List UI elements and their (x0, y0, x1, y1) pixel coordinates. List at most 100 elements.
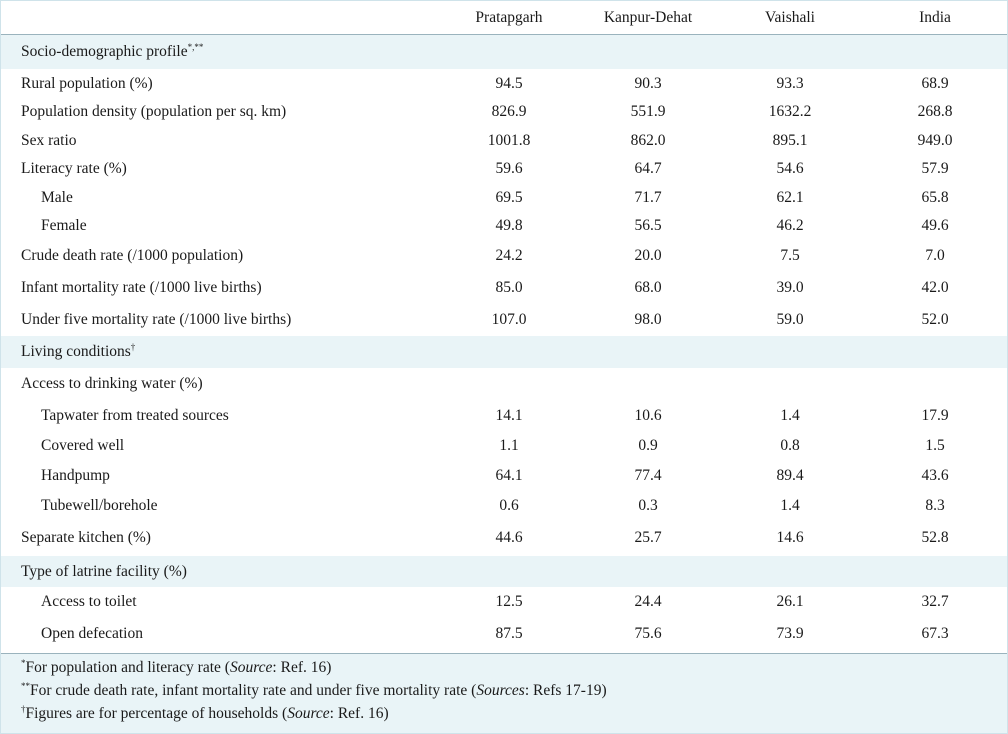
cell-value: 49.6 (921, 217, 949, 234)
cell-value: 87.5 (495, 625, 523, 642)
table-row: Male 69.5 71.7 62.1 65.8 (1, 183, 1007, 212)
cell-value: 52.8 (921, 529, 949, 546)
section-title: Living conditions† (1, 336, 1007, 368)
section-title: Socio-demographic profile*,** (1, 35, 1007, 69)
cell-value: 1.5 (925, 437, 945, 454)
cell-value: 1632.2 (768, 103, 812, 120)
cell-value: 57.9 (921, 160, 949, 177)
cell-value: 1.1 (499, 437, 519, 454)
cell-value: 62.1 (776, 188, 804, 206)
cell-value: 551.9 (630, 103, 666, 120)
cell-value: 107.0 (491, 311, 527, 328)
column-header-vaishali: Vaishali (765, 8, 815, 26)
cell-value: 24.4 (634, 593, 662, 610)
cell-value: 59.0 (776, 311, 804, 328)
row-label: Handpump (41, 467, 110, 484)
cell-value: 68.9 (921, 74, 949, 92)
cell-value: 895.1 (772, 131, 808, 149)
table-row: Access to drinking water (%) (1, 368, 1007, 400)
cell-value: 54.6 (776, 160, 804, 177)
cell-value: 75.6 (634, 625, 662, 642)
cell-value: 52.0 (921, 311, 949, 328)
section-row-socio: Socio-demographic profile*,** (1, 35, 1007, 69)
cell-value: 826.9 (491, 103, 527, 120)
cell-value: 14.6 (776, 529, 804, 546)
cell-value: 89.4 (776, 467, 804, 484)
cell-value: 862.0 (630, 131, 666, 149)
table-row: Tapwater from treated sources 14.1 10.6 … (1, 400, 1007, 432)
cell-value: 25.7 (634, 529, 662, 546)
row-label: Female (41, 217, 87, 234)
cell-value: 1001.8 (487, 131, 531, 149)
row-label: Covered well (41, 437, 125, 454)
cell-value: 56.5 (634, 217, 662, 234)
cell-value: 94.5 (495, 74, 523, 92)
table-row: Rural population (%) 94.5 90.3 93.3 68.9 (1, 69, 1007, 98)
row-label: Separate kitchen (%) (21, 529, 151, 546)
row-label: Tapwater from treated sources (41, 407, 229, 424)
row-label: Open defecation (41, 625, 143, 642)
cell-value: 10.6 (634, 407, 662, 424)
cell-value: 59.6 (495, 160, 523, 177)
footnote: **For crude death rate, infant mortality… (21, 681, 607, 700)
cell-value: 98.0 (634, 311, 662, 328)
table-row: Covered well 1.1 0.9 0.8 1.5 (1, 432, 1007, 460)
cell-value: 7.5 (780, 247, 800, 264)
table-row: Female 49.8 56.5 46.2 49.6 (1, 212, 1007, 240)
row-label: Tubewell/borehole (41, 497, 158, 514)
cell-value: 71.7 (634, 188, 662, 206)
row-label: Access to toilet (41, 593, 137, 610)
cell-value: 39.0 (776, 279, 804, 296)
cell-value: 49.8 (495, 217, 523, 234)
row-label: Literacy rate (%) (21, 160, 127, 177)
footnote: †Figures are for percentage of household… (21, 704, 389, 723)
table-row: Crude death rate (/1000 population) 24.2… (1, 240, 1007, 272)
data-table: Pratapgarh Kanpur-Dehat Vaishali India S… (1, 1, 1007, 651)
table-row: Population density (population per sq. k… (1, 98, 1007, 126)
table-row: Separate kitchen (%) 44.6 25.7 14.6 52.8 (1, 520, 1007, 556)
row-label: Sex ratio (21, 131, 77, 149)
cell-value: 73.9 (776, 625, 804, 642)
cell-value: 14.1 (495, 407, 523, 424)
row-label: Access to drinking water (%) (21, 375, 203, 392)
cell-value: 0.6 (499, 497, 519, 514)
cell-value: 268.8 (917, 103, 953, 120)
table-row: Literacy rate (%) 59.6 64.7 54.6 57.9 (1, 155, 1007, 183)
cell-value: 24.2 (495, 247, 523, 264)
cell-value: 90.3 (634, 74, 662, 92)
cell-value: 12.5 (495, 593, 523, 610)
cell-value: 949.0 (917, 131, 953, 149)
section-row-living: Living conditions† (1, 336, 1007, 368)
row-label: Population density (population per sq. k… (21, 103, 287, 120)
cell-value: 1.4 (780, 407, 800, 424)
cell-value: 26.1 (776, 593, 804, 610)
footnotes: *For population and literacy rate (Sourc… (1, 653, 1007, 733)
table-row: Sex ratio 1001.8 862.0 895.1 949.0 (1, 126, 1007, 155)
header-divider (1, 34, 1007, 35)
table-row: Infant mortality rate (/1000 live births… (1, 272, 1007, 304)
cell-value: 64.1 (495, 467, 523, 484)
cell-value: 44.6 (495, 529, 523, 546)
column-header-india: India (919, 8, 951, 26)
footnote: *For population and literacy rate (Sourc… (21, 658, 332, 677)
column-header-kanpur-dehat: Kanpur-Dehat (603, 8, 693, 26)
cell-value: 68.0 (634, 279, 662, 296)
table-row: Open defecation 87.5 75.6 73.9 67.3 (1, 617, 1007, 651)
cell-value: 77.4 (634, 467, 662, 484)
cell-value: 93.3 (776, 74, 804, 92)
cell-value: 43.6 (921, 467, 949, 484)
cell-value: 85.0 (495, 279, 523, 296)
cell-value: 69.5 (495, 188, 523, 206)
cell-value: 46.2 (776, 217, 804, 234)
cell-value: 0.3 (638, 497, 658, 514)
table-row: Under five mortality rate (/1000 live bi… (1, 304, 1007, 336)
row-label: Male (41, 188, 73, 206)
cell-value: 0.8 (780, 437, 800, 454)
cell-value: 17.9 (921, 407, 949, 424)
header-blank (1, 1, 439, 35)
section-title: Type of latrine facility (%) (1, 556, 1007, 587)
header-row: Pratapgarh Kanpur-Dehat Vaishali India (1, 1, 1007, 35)
column-header-pratapgarh: Pratapgarh (475, 8, 543, 26)
cell-value: 64.7 (634, 160, 662, 177)
table-row: Tubewell/borehole 0.6 0.3 1.4 8.3 (1, 492, 1007, 520)
